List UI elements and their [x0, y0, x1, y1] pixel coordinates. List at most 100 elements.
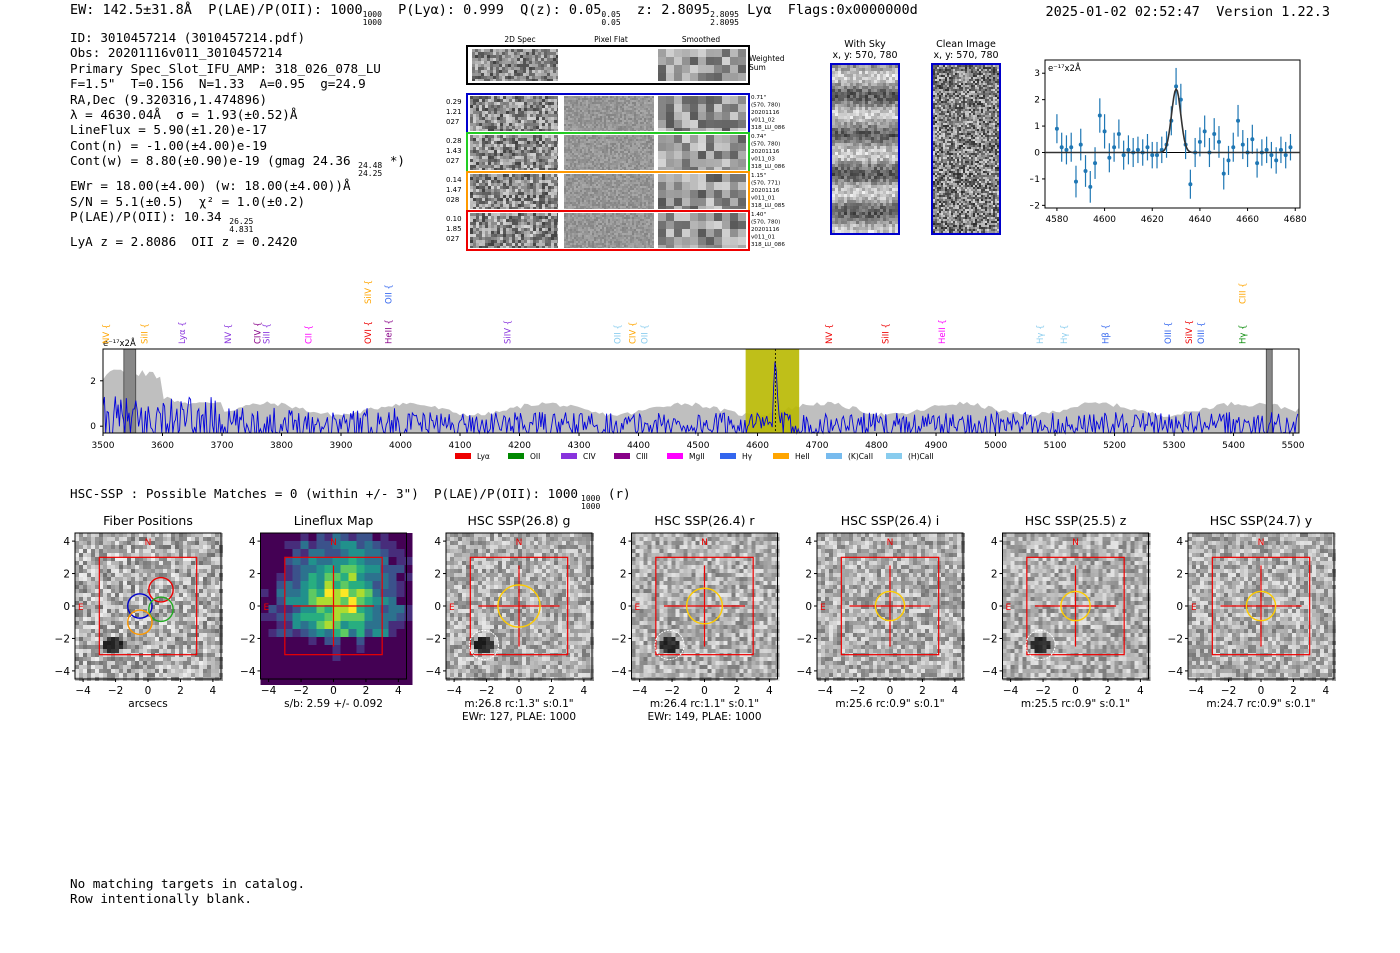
- panel-xtick-label: 0: [516, 685, 523, 697]
- panel-ytick-label: 4: [991, 536, 998, 548]
- panel-ytick-label: −2: [426, 633, 441, 645]
- cutout-right-label: (570, 780): [751, 103, 780, 109]
- zoom-xtick-label: 4600: [1093, 215, 1116, 225]
- full-xtick-label: 5500: [1282, 441, 1305, 451]
- legend-label: CIV: [583, 452, 596, 461]
- legend-swatch: [614, 453, 630, 459]
- full-xtick-label: 4100: [449, 441, 472, 451]
- cutout-right-label: (570, 780): [751, 142, 780, 148]
- panel-xtick-label: −4: [1188, 685, 1204, 697]
- panel-xtick-label: −2: [1221, 685, 1236, 697]
- panel-ytick-label: −4: [1168, 666, 1184, 678]
- line-id: Lyα: [747, 2, 772, 18]
- panel-ytick-label: 2: [434, 569, 441, 581]
- panel-xtick-label: 2: [363, 685, 370, 697]
- line-id-label: NV {: [224, 324, 234, 344]
- panel-xtick-label: 2: [177, 685, 184, 697]
- zoom-point: [1102, 129, 1107, 134]
- cutout-right-label: 20201116: [751, 149, 780, 155]
- panel-caption-1: arcsecs: [128, 698, 167, 710]
- zoom-point: [1269, 153, 1274, 158]
- full-xtick-label: 4000: [389, 441, 412, 451]
- fiber-circle: [148, 576, 174, 603]
- zoom-xtick-label: 4660: [1236, 215, 1259, 225]
- compass-north: N: [145, 538, 152, 548]
- panel-xtick-label: 0: [145, 685, 152, 697]
- panel-title: HSC SSP(25.5) z: [1025, 513, 1127, 528]
- zoom-point: [1250, 137, 1255, 142]
- cutout-pixelflat: [564, 213, 654, 248]
- zoom-point: [1145, 145, 1150, 150]
- aperture-circle: [874, 590, 906, 622]
- imaging-panels: Fiber Positions N E 4 2 0 −2 −4 −4 −2 0 2 4 arcsecs Li…: [55, 513, 1336, 723]
- legend-swatch: [455, 453, 471, 459]
- panel-xtick-label: 4: [395, 685, 402, 697]
- ew-value: EW: 142.5±31.8Å: [70, 2, 192, 18]
- panel-ytick-label: −4: [55, 666, 71, 678]
- legend-label: (K)CaII: [848, 452, 873, 461]
- full-xtick-label: 4900: [925, 441, 948, 451]
- zoom-point: [1174, 84, 1179, 89]
- zoom-point: [1054, 126, 1059, 131]
- line-id-label: NV {: [825, 324, 835, 344]
- panel-xtick-label: 0: [887, 685, 894, 697]
- cutout-pixelflat: [564, 174, 654, 209]
- zoom-point: [1288, 145, 1293, 150]
- cutout-right-label: 0.74": [751, 134, 766, 140]
- cutout-right-label: 1.40": [751, 212, 766, 218]
- panel-ytick-label: 0: [805, 601, 812, 613]
- line-id-label: OIII {: [1164, 322, 1174, 344]
- cutout-left-label: 1.21: [446, 108, 462, 116]
- panel-ytick-label: −2: [55, 633, 70, 645]
- clean-title: Clean Image: [936, 39, 996, 50]
- aperture-circle: [1060, 590, 1091, 622]
- panel-xtick-label: −4: [446, 685, 462, 697]
- hsc-summary: HSC-SSP : Possible Matches = 0 (within +…: [70, 486, 631, 511]
- compass-east: E: [635, 603, 641, 613]
- panel-title: Fiber Positions: [103, 513, 193, 528]
- panel-ytick-label: −2: [240, 633, 255, 645]
- full-unit-label: e⁻¹⁷x2Å: [103, 337, 136, 349]
- cutout-2dspec: [470, 135, 558, 170]
- z-lo: 2.8095: [710, 18, 739, 27]
- image-panel-1: Fiber Positions N E 4 2 0 −2 −4 −4 −2 0 2 4 arcsecs: [55, 513, 223, 710]
- info-obs: Obs: 20201116v011_3010457214: [70, 45, 283, 61]
- panel-ytick-label: −2: [797, 633, 812, 645]
- search-box: [655, 556, 754, 656]
- cutout-2dspec: [470, 174, 558, 209]
- zoom-point: [1283, 153, 1288, 158]
- panel-ytick-label: −4: [426, 666, 442, 678]
- contw-text: Cont(w) = 8.80(±0.90)e-19 (gmag 24.36: [70, 153, 351, 169]
- zoom-point: [1274, 158, 1279, 163]
- zoom-spectrum-chart: −2 −1 0 1 2 3 4580 4600 4620 4640 4660 4680 e⁻¹⁷x2Å: [1030, 59, 1307, 225]
- cutout-right-label: (570, 771): [751, 181, 780, 187]
- panel-ytick-label: 4: [1176, 536, 1183, 548]
- col-label-2dspec: 2D Spec: [504, 35, 535, 44]
- line-id-label: CIV {: [629, 322, 639, 344]
- full-xtick-label: 4500: [687, 441, 710, 451]
- panel-ytick-label: 0: [63, 601, 70, 613]
- panel-xtick-label: −2: [108, 685, 123, 697]
- cutout-smoothed: [658, 96, 746, 131]
- full-xtick-label: 3600: [151, 441, 174, 451]
- panel-title: HSC SSP(24.7) y: [1210, 513, 1313, 528]
- hsc-plae-hi: 1000: [581, 494, 601, 503]
- zoom-point: [1078, 142, 1083, 147]
- zoom-point: [1083, 169, 1088, 173]
- footer-notes: No matching targets in catalog. Row inte…: [70, 876, 305, 907]
- cutout-right-label: 20201116: [751, 110, 780, 116]
- full-ytick-label: 0: [90, 422, 96, 432]
- panel-xtick-label: −4: [75, 685, 91, 697]
- full-xtick-label: 4300: [568, 441, 591, 451]
- zoom-xtick-label: 4680: [1284, 215, 1307, 225]
- clean-noise: [933, 65, 999, 233]
- compass-north: N: [1072, 538, 1079, 548]
- qz-hi: 0.05: [601, 10, 621, 19]
- line-id-label: OII {: [640, 324, 650, 344]
- line-id-label: SiIV {: [504, 320, 514, 344]
- cutout-left-label: 1.47: [446, 186, 462, 194]
- panel-xtick-label: 0: [330, 685, 337, 697]
- compass-north: N: [701, 538, 708, 548]
- line-id-label: SiIV {: [1185, 320, 1195, 344]
- zoom-point: [1112, 145, 1117, 150]
